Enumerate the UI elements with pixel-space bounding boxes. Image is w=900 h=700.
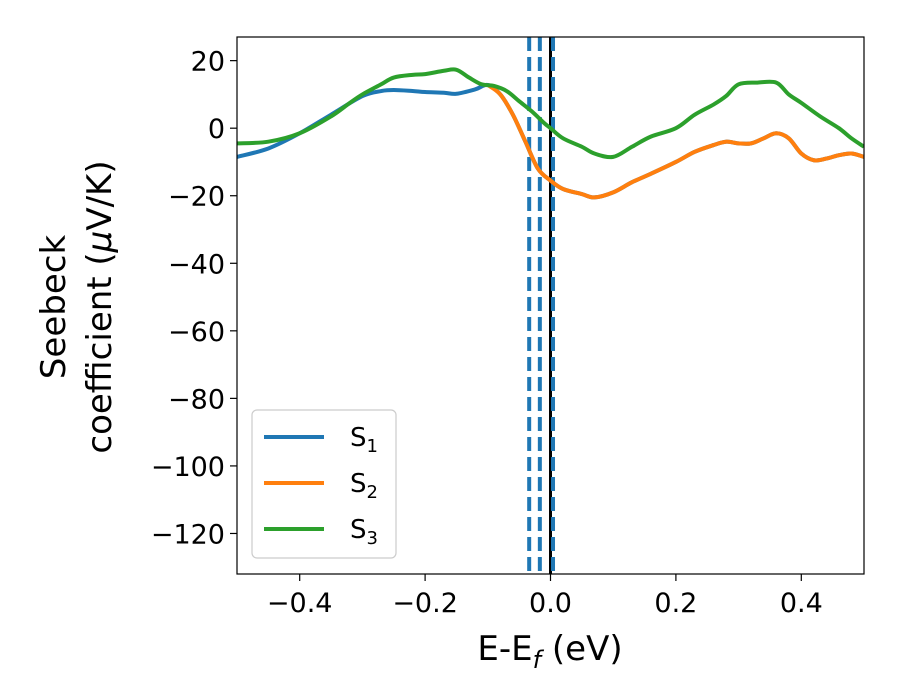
x-tick-label: 0.2: [654, 588, 697, 619]
x-tick-label: 0.4: [780, 588, 823, 619]
x-axis-label-main: E-E: [477, 629, 532, 669]
svg-text:coefficient (μV/K): coefficient (μV/K): [80, 160, 120, 453]
axes-layer: −0.4 −0.2 0.0 0.2 0.4 20 0 −20 −40 −60 −80 −100 −120: [151, 36, 865, 619]
x-axis-label: E-Ef (eV): [477, 629, 622, 674]
y-tick-label: −120: [151, 519, 225, 550]
x-axis-label-suffix: (eV): [541, 629, 623, 669]
x-tick-label: −0.4: [267, 588, 333, 619]
y-tick-label: −20: [168, 182, 225, 213]
y-axis-label: Seebeck coefficient (μV/K): [34, 160, 120, 453]
svg-text:Seebeck: Seebeck: [34, 235, 74, 380]
x-tick-label: −0.2: [392, 588, 458, 619]
series-line-s2: [486, 83, 864, 200]
y-axis-label-line1: Seebeck: [34, 235, 74, 380]
plot-layer: [237, 37, 864, 574]
y-axis-label-mu: μ: [80, 231, 120, 254]
legend-label-s3: S3: [350, 515, 378, 549]
y-tick-label: 0: [208, 114, 225, 145]
y-tick-label: −40: [168, 249, 225, 280]
y-tick-label: 20: [191, 47, 225, 78]
y-tick-label: −60: [168, 317, 225, 348]
y-axis-label-line2-post: V/K): [80, 160, 120, 230]
y-tick-label: −100: [151, 452, 225, 483]
y-axis-label-line2-pre: coefficient (: [80, 252, 120, 453]
legend-label-s2: S2: [350, 469, 378, 503]
legend: S1 S2 S3: [251, 409, 397, 559]
series-line-s3: [237, 67, 864, 160]
y-tick-label: −80: [168, 384, 225, 415]
legend-label-s1: S1: [350, 423, 378, 457]
x-tick-label: 0.0: [529, 588, 572, 619]
